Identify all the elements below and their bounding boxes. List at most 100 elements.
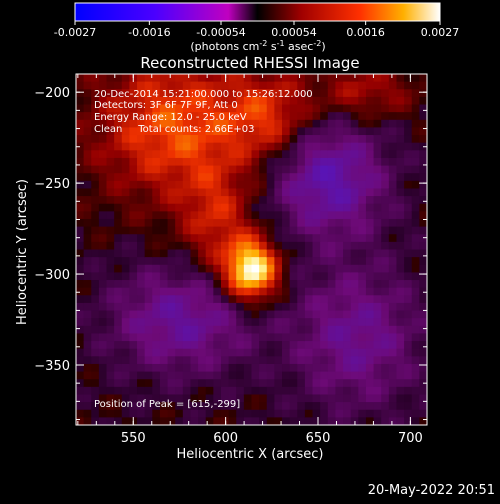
heatmap-cell	[381, 89, 390, 98]
heatmap-cell	[266, 402, 275, 411]
heatmap-cell	[159, 157, 169, 167]
heatmap-cell	[274, 180, 283, 190]
heatmap-cell	[373, 394, 382, 403]
heatmap-cell	[358, 241, 367, 251]
heatmap-cell	[297, 402, 306, 411]
heatmap-cell	[297, 341, 306, 350]
heatmap-cell	[137, 218, 146, 228]
heatmap-cell	[358, 203, 367, 212]
heatmap-cell	[297, 295, 306, 304]
heatmap-cell	[159, 241, 169, 251]
heatmap-cell	[320, 234, 329, 243]
heatmap-cell	[182, 333, 192, 342]
heatmap-cell	[381, 341, 390, 350]
heatmap-cell	[404, 249, 413, 258]
heatmap-cell	[175, 150, 184, 159]
heatmap-cell	[205, 287, 214, 296]
heatmap-cell	[388, 341, 398, 350]
heatmap-cell	[175, 196, 184, 205]
heatmap-cell	[91, 74, 100, 83]
heatmap-cell	[137, 356, 146, 365]
heatmap-cell	[388, 226, 398, 235]
heatmap-cell	[213, 112, 222, 121]
heatmap-cell	[106, 96, 115, 106]
heatmap-cell	[121, 379, 131, 388]
heatmap-cell	[358, 119, 367, 129]
heatmap-cell	[152, 318, 161, 327]
heatmap-cell	[137, 157, 146, 167]
heatmap-cell	[91, 211, 100, 220]
heatmap-cell	[373, 173, 382, 182]
heatmap-cell	[312, 104, 321, 113]
heatmap-cell	[213, 241, 222, 251]
heatmap-cell	[365, 341, 375, 350]
heatmap-cell	[282, 363, 291, 373]
heatmap-cell	[106, 257, 115, 266]
heatmap-cell	[365, 409, 375, 418]
heatmap-cell	[282, 241, 291, 251]
heatmap-cell	[205, 371, 214, 380]
heatmap-cell	[91, 203, 100, 212]
heatmap-cell	[304, 89, 314, 98]
heatmap-cell	[198, 74, 207, 83]
heatmap-cell	[76, 180, 85, 190]
heatmap-cell	[297, 96, 306, 106]
heatmap-cell	[152, 104, 161, 113]
heatmap-cell	[266, 96, 275, 106]
heatmap-cell	[121, 150, 131, 159]
heatmap-cell	[182, 302, 192, 312]
heatmap-cell	[175, 272, 184, 281]
heatmap-cell	[251, 295, 260, 304]
heatmap-cell	[304, 74, 314, 83]
heatmap-cell	[213, 150, 222, 159]
heatmap-cell	[198, 325, 207, 335]
heatmap-cell	[297, 257, 306, 266]
heatmap-cell	[220, 127, 230, 136]
heatmap-cell	[205, 211, 214, 220]
heatmap-cell	[282, 333, 291, 342]
heatmap-cell	[404, 409, 413, 418]
heatmap-cell	[411, 295, 420, 304]
heatmap-cell	[129, 188, 138, 197]
heatmap-cell	[381, 409, 390, 418]
heatmap-cell	[335, 112, 344, 121]
heatmap-cell	[83, 257, 92, 266]
heatmap-cell	[343, 249, 352, 258]
heatmap-cell	[312, 379, 321, 388]
heatmap-cell	[289, 218, 298, 228]
heatmap-cell	[312, 150, 321, 159]
heatmap-cell	[327, 333, 337, 342]
heatmap-cell	[259, 218, 268, 228]
heatmap-cell	[343, 81, 352, 90]
heatmap-cell	[404, 280, 413, 289]
heatmap-cell	[144, 386, 153, 396]
heatmap-cell	[167, 165, 176, 174]
heatmap-cell	[129, 218, 138, 228]
heatmap-cell	[121, 104, 131, 113]
heatmap-cell	[76, 356, 85, 365]
heatmap-cell	[114, 371, 123, 380]
heatmap-cell	[175, 218, 184, 228]
heatmap-cell	[213, 157, 222, 167]
heatmap-cell	[190, 386, 199, 396]
heatmap-cell	[343, 165, 352, 174]
heatmap-cell	[213, 96, 222, 106]
heatmap-cell	[137, 318, 146, 327]
heatmap-cell	[297, 386, 306, 396]
heatmap-cell	[76, 257, 85, 266]
heatmap-cell	[220, 218, 230, 228]
heatmap-cell	[304, 310, 314, 319]
heatmap-cell	[411, 409, 420, 418]
heatmap-cell	[182, 241, 192, 251]
heatmap-cell	[404, 341, 413, 350]
heatmap-cell	[251, 74, 260, 83]
heatmap-cell	[83, 157, 92, 167]
heatmap-cell	[106, 74, 115, 83]
annotation-energy-range: Energy Range: 12.0 - 25.0 keV	[94, 112, 247, 123]
heatmap-cell	[114, 188, 123, 197]
heatmap-cell	[167, 142, 176, 151]
heatmap-cell	[159, 318, 169, 327]
heatmap-cell	[343, 180, 352, 190]
